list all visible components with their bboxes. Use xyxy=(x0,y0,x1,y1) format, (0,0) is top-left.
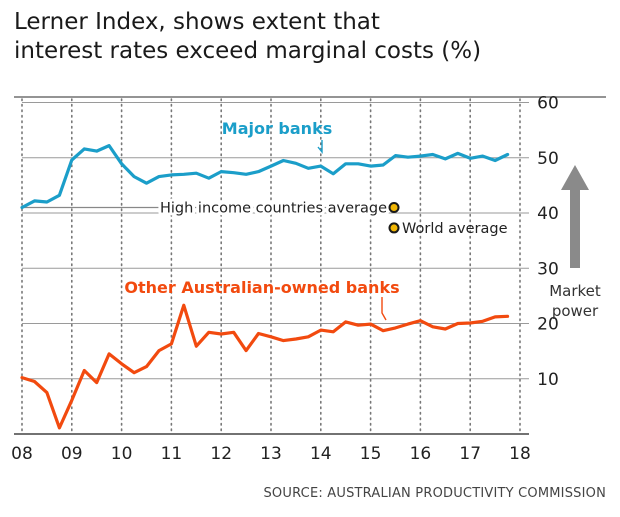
x-tick-label: 16 xyxy=(410,444,432,464)
x-tick-label: 11 xyxy=(161,444,183,464)
y-tick-label: 50 xyxy=(537,149,559,169)
x-tick-label: 15 xyxy=(360,444,382,464)
series-line-other-banks xyxy=(20,303,510,430)
title-line-1: Lerner Index, shows extent that xyxy=(14,9,380,35)
x-tick-label: 12 xyxy=(210,444,232,464)
x-tick-label: 09 xyxy=(61,444,83,464)
series-label-other-banks: Other Australian-owned banks xyxy=(124,278,399,297)
label-world-average: World average xyxy=(402,221,508,237)
y-tick-label: 20 xyxy=(537,315,559,335)
reference-label-high-income: High income countries average xyxy=(160,200,387,216)
x-tick-label: 10 xyxy=(111,444,133,464)
marker-world-average xyxy=(388,222,400,234)
marker-high-income xyxy=(388,201,400,213)
callout-major-banks xyxy=(317,140,323,154)
market-power-label: Market xyxy=(549,282,601,300)
y-tick-label: 10 xyxy=(537,370,559,390)
x-tick-label: 13 xyxy=(260,444,282,464)
market-power-label: power xyxy=(552,302,599,320)
x-tick-label: 08 xyxy=(11,444,33,464)
x-tick-label: 18 xyxy=(509,444,531,464)
series-line-major-banks xyxy=(20,144,510,210)
y-tick-label: 60 xyxy=(537,94,559,114)
x-tick-label: 17 xyxy=(459,444,481,464)
y-tick-label: 30 xyxy=(537,259,559,279)
y-tick-label: 40 xyxy=(537,204,559,224)
market-power-arrow-icon xyxy=(561,165,589,268)
callout-other-banks xyxy=(381,297,387,321)
chart-title: Lerner Index, shows extent that interest… xyxy=(14,8,614,66)
x-tick-label: 14 xyxy=(310,444,332,464)
series-label-major-banks: Major banks xyxy=(222,119,332,138)
title-line-2: interest rates exceed marginal costs (%) xyxy=(14,38,482,64)
source-note: SOURCE: AUSTRALIAN PRODUCTIVITY COMMISSI… xyxy=(263,486,606,501)
